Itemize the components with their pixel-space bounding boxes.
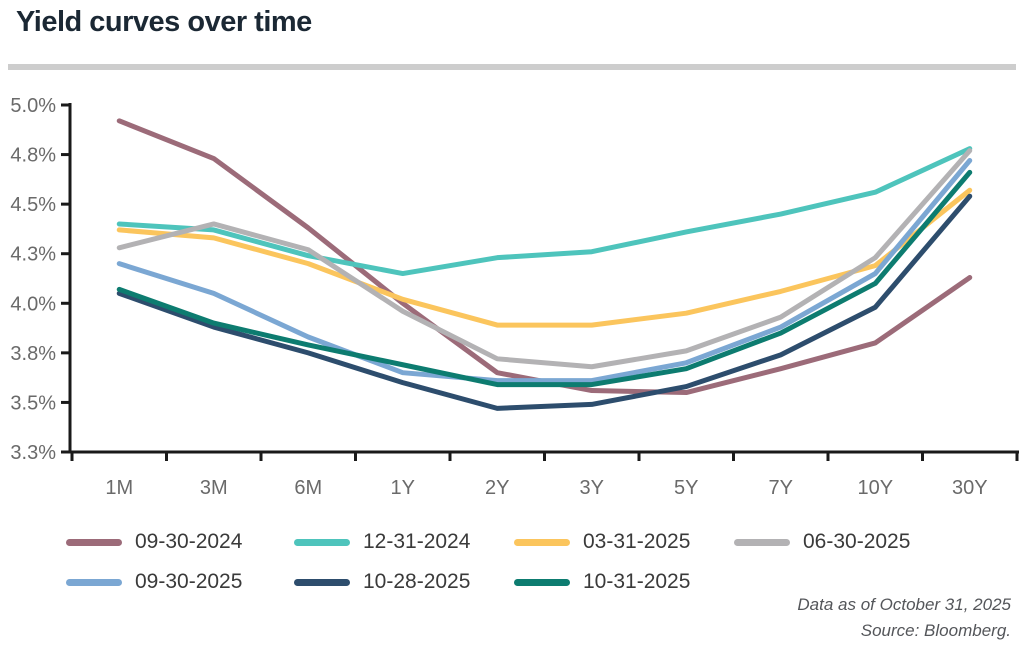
page-title: Yield curves over time bbox=[16, 6, 312, 38]
legend-label: 12-31-2024 bbox=[363, 530, 471, 553]
y-axis-tick-label: 5.0% bbox=[10, 95, 56, 117]
footer: Data as of October 31, 2025 Source: Bloo… bbox=[797, 592, 1011, 644]
legend-swatch bbox=[514, 578, 570, 586]
legend-item-10-28-2025: 10-28-2025 bbox=[294, 562, 470, 602]
yield-curves-chart: 5.0% 4.8% 4.5% 4.3% 4.0% 3.8% 3.5% 3.3% 1M 3M 6M 1Y… bbox=[10, 95, 1019, 499]
legend: 09-30-2024 12-31-2024 03-31-2025 06-30-2025… bbox=[0, 522, 1024, 602]
x-axis-tick-label: 30Y bbox=[952, 477, 988, 499]
x-axis-tick-label: 6M bbox=[294, 477, 322, 499]
x-axis-tick-label: 3M bbox=[200, 477, 228, 499]
legend-swatch bbox=[514, 538, 570, 546]
series-line-09-30-2025 bbox=[116, 158, 973, 384]
y-axis-tick-label: 3.5% bbox=[10, 392, 56, 414]
series-line-10-31-2025 bbox=[116, 169, 973, 388]
legend-label: 10-28-2025 bbox=[363, 570, 471, 593]
y-axis-tick-label: 4.0% bbox=[10, 293, 56, 315]
legend-item-12-31-2024: 12-31-2024 bbox=[294, 522, 470, 562]
x-axis-tick-label: 7Y bbox=[769, 477, 793, 499]
legend-item-03-31-2025: 03-31-2025 bbox=[514, 522, 690, 562]
legend-label: 09-30-2024 bbox=[135, 530, 243, 553]
x-axis-tick-label: 1M bbox=[105, 477, 133, 499]
footer-source: Source: Bloomberg. bbox=[860, 621, 1011, 640]
x-axis-tick-label: 1Y bbox=[391, 477, 415, 499]
y-axis-tick-label: 4.5% bbox=[10, 194, 56, 216]
legend-label: 10-31-2025 bbox=[583, 570, 691, 593]
legend-label: 03-31-2025 bbox=[583, 530, 691, 553]
legend-swatch bbox=[66, 578, 122, 586]
series-line-10-28-2025 bbox=[116, 193, 973, 411]
legend-label: 09-30-2025 bbox=[135, 570, 243, 593]
series-line-03-31-2025 bbox=[116, 187, 973, 328]
legend-swatch bbox=[734, 538, 790, 546]
legend-label: 06-30-2025 bbox=[803, 530, 911, 553]
x-axis-tick-label: 3Y bbox=[580, 477, 604, 499]
title-divider bbox=[8, 64, 1016, 70]
x-axis-tick-label: 5Y bbox=[674, 477, 698, 499]
x-axis-tick-label: 10Y bbox=[857, 477, 893, 499]
legend-item-06-30-2025: 06-30-2025 bbox=[734, 522, 910, 562]
legend-item-09-30-2025: 09-30-2025 bbox=[66, 562, 242, 602]
legend-swatch bbox=[294, 578, 350, 586]
legend-item-09-30-2024: 09-30-2024 bbox=[66, 522, 242, 562]
y-axis-tick-label: 3.8% bbox=[10, 343, 56, 365]
y-axis-tick-label: 4.3% bbox=[10, 244, 56, 266]
legend-swatch bbox=[66, 538, 122, 546]
series-line-12-31-2024 bbox=[116, 146, 973, 277]
x-axis-tick-label: 2Y bbox=[485, 477, 509, 499]
legend-item-10-31-2025: 10-31-2025 bbox=[514, 562, 690, 602]
series-line-06-30-2025 bbox=[116, 148, 973, 370]
legend-swatch bbox=[294, 538, 350, 546]
y-axis-tick-label: 3.3% bbox=[10, 442, 56, 464]
y-axis-tick-label: 4.8% bbox=[10, 145, 56, 167]
footer-data-as-of: Data as of October 31, 2025 bbox=[797, 595, 1011, 614]
